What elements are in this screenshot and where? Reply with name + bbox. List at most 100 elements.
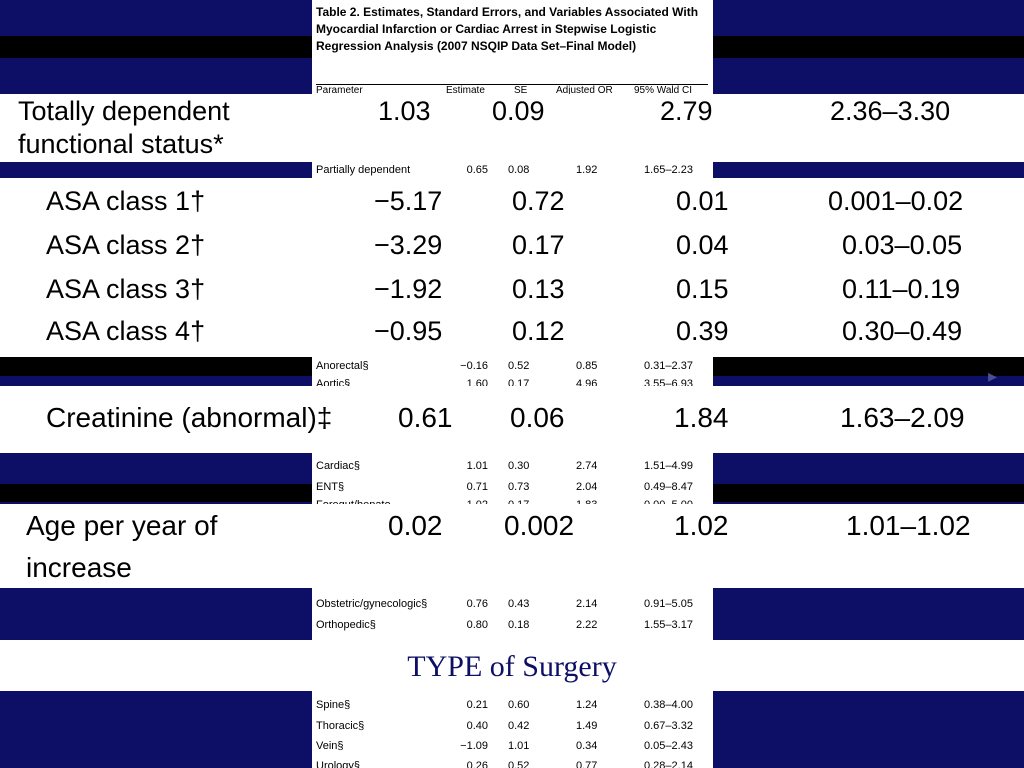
highlight-band-creatinine: Creatinine (abnormal)‡ 0.61 0.06 1.84 1.… (0, 386, 1024, 453)
row-ci: 0.91–5.05 (644, 598, 693, 610)
highlight-or: 0.01 (676, 186, 729, 216)
table-row: Anorectal§ −0.16 0.52 0.85 0.31–2.37 (316, 358, 708, 374)
highlight-se: 0.17 (512, 230, 565, 260)
row-or: 0.85 (576, 360, 598, 372)
header-parameter: Parameter (316, 85, 363, 96)
row-or: 0.34 (576, 740, 598, 752)
table-row: Thoracic§ 0.40 0.42 1.49 0.67–3.32 (316, 718, 708, 734)
header-wald-ci: 95% Wald CI (634, 85, 692, 96)
row-se: 0.18 (508, 619, 530, 631)
row-se: 0.52 (508, 760, 530, 768)
highlight-ci: 0.001–0.02 (828, 186, 964, 216)
highlight-ci: 0.11–0.19 (842, 274, 961, 304)
row-ci: 1.65–2.23 (644, 164, 693, 176)
row-se: 0.73 (508, 481, 530, 493)
highlight-ci: 1.01–1.02 (846, 510, 971, 541)
highlight-estimate: 0.61 (398, 402, 453, 433)
row-se: 0.60 (508, 699, 530, 711)
highlight-ci: 1.63–2.09 (840, 402, 965, 433)
highlight-or: 2.79 (660, 96, 713, 126)
highlight-se: 0.12 (512, 316, 565, 346)
row-label: Partially dependent (316, 164, 411, 176)
row-ci: 0.49–8.47 (644, 481, 693, 493)
row-estimate: 1.01 (466, 460, 488, 472)
highlight-label: ASA class 2† (46, 230, 206, 260)
row-se: 0.52 (508, 360, 530, 372)
highlight-label-line2: increase (26, 552, 132, 583)
corner-mark-icon: ▸ (988, 366, 998, 386)
table-row: Spine§ 0.21 0.60 1.24 0.38–4.00 (316, 697, 708, 713)
row-or: 2.14 (576, 598, 598, 610)
row-label: Thoracic§ (316, 720, 365, 732)
highlight-label: ASA class 1† (46, 186, 206, 216)
table-row: Partially dependent 0.65 0.08 1.92 1.65–… (316, 162, 708, 178)
row-estimate: −0.16 (460, 360, 488, 372)
highlight-se: 0.72 (512, 186, 565, 216)
highlight-se: 0.06 (510, 402, 565, 433)
highlight-label: Age per year of (26, 510, 218, 541)
row-estimate: 0.40 (466, 720, 488, 732)
row-label: Obstetric/gynecologic§ (316, 598, 428, 610)
highlight-or: 1.02 (674, 510, 729, 541)
highlight-label: Creatinine (abnormal)‡ (46, 402, 333, 433)
table-row: ENT§ 0.71 0.73 2.04 0.49–8.47 (316, 479, 708, 495)
header-estimate: Estimate (446, 85, 485, 96)
row-ci: 0.31–2.37 (644, 360, 693, 372)
table-header: Parameter Estimate SE Adjusted OR 95% Wa… (316, 84, 708, 97)
row-se: 1.01 (508, 740, 530, 752)
row-ci: 0.38–4.00 (644, 699, 693, 711)
table-row: Vein§ −1.09 1.01 0.34 0.05–2.43 (316, 738, 708, 754)
highlight-se: 0.09 (492, 96, 545, 126)
row-se: 0.42 (508, 720, 530, 732)
table-row: Obstetric/gynecologic§ 0.76 0.43 2.14 0.… (316, 596, 708, 612)
highlight-ci: 2.36–3.30 (830, 96, 951, 126)
row-estimate: −1.09 (460, 740, 488, 752)
row-or: 1.49 (576, 720, 598, 732)
row-estimate: 0.26 (466, 760, 488, 768)
row-or: 2.74 (576, 460, 598, 472)
highlight-label: ASA class 3† (46, 274, 206, 304)
row-ci: 0.67–3.32 (644, 720, 693, 732)
table-row: Urology§ 0.26 0.52 0.77 0.28–2.14 (316, 758, 708, 768)
row-se: 0.30 (508, 460, 530, 472)
row-label: ENT§ (316, 481, 345, 493)
row-label: Anorectal§ (316, 360, 369, 372)
row-label: Spine§ (316, 699, 351, 711)
highlight-label: ASA class 4† (46, 316, 206, 346)
table-title: Table 2. Estimates, Standard Errors, and… (316, 5, 699, 53)
row-estimate: 0.71 (466, 481, 488, 493)
row-or: 2.22 (576, 619, 598, 631)
header-se: SE (514, 85, 528, 96)
highlight-estimate: −0.95 (374, 316, 443, 346)
highlight-label-line2: functional status* (18, 129, 224, 159)
highlight-or: 0.04 (676, 230, 729, 260)
row-ci: 1.51–4.99 (644, 460, 693, 472)
row-label: Vein§ (316, 740, 344, 752)
highlight-estimate: −5.17 (374, 186, 443, 216)
row-estimate: 0.80 (466, 619, 488, 631)
highlight-band-age: Age per year of increase 0.02 0.002 1.02… (0, 504, 1024, 588)
row-or: 2.04 (576, 481, 598, 493)
highlight-estimate: 0.02 (388, 510, 443, 541)
row-or: 0.77 (576, 760, 598, 768)
row-estimate: 0.65 (466, 164, 488, 176)
row-se: 0.43 (508, 598, 530, 610)
row-or: 1.92 (576, 164, 598, 176)
header-adjusted-or: Adjusted OR (556, 85, 613, 96)
row-label: Cardiac§ (316, 460, 361, 472)
highlight-ci: 0.03–0.05 (842, 230, 963, 260)
highlight-or: 0.15 (676, 274, 729, 304)
highlight-se: 0.002 (504, 510, 575, 541)
row-label: Urology§ (316, 760, 361, 768)
table-row: Orthopedic§ 0.80 0.18 2.22 1.55–3.17 (316, 617, 708, 633)
highlight-band-functional-status: Totally dependent functional status* 1.0… (0, 94, 1024, 162)
row-ci: 1.55–3.17 (644, 619, 693, 631)
highlight-or: 0.39 (676, 316, 729, 346)
highlight-se: 0.13 (512, 274, 565, 304)
highlight-label: Totally dependent (18, 96, 230, 126)
row-ci: 0.05–2.43 (644, 740, 693, 752)
row-se: 0.08 (508, 164, 530, 176)
highlight-band-asa: ASA class 1† −5.17 0.72 0.01 0.001–0.02 … (0, 178, 1024, 357)
caption-text: TYPE of Surgery (407, 650, 617, 683)
highlight-estimate: 1.03 (378, 96, 431, 126)
